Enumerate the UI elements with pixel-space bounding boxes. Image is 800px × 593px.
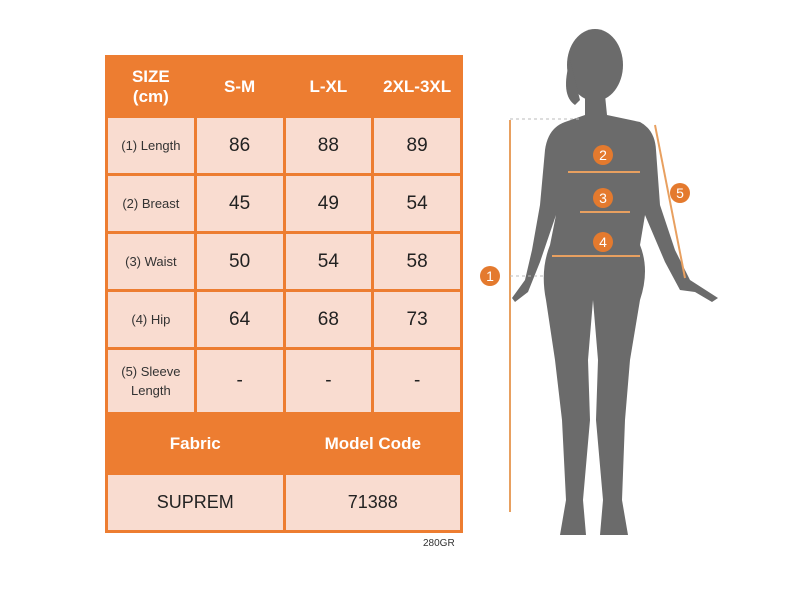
measure-lines xyxy=(509,120,686,512)
table-row: (1) Length 86 88 89 xyxy=(105,115,463,176)
cell: 58 xyxy=(371,231,463,292)
row-label: (4) Hip xyxy=(105,289,197,350)
silhouette xyxy=(512,29,718,535)
table-row: (5) Sleeve Length - - - xyxy=(105,347,463,415)
row-label: (1) Length xyxy=(105,115,197,176)
cell: 73 xyxy=(371,289,463,350)
size-label: SIZE xyxy=(131,66,170,86)
cell: - xyxy=(371,347,463,415)
cell: 49 xyxy=(282,173,375,234)
cell: 89 xyxy=(371,115,463,176)
cell: 88 xyxy=(282,115,375,176)
cell: 45 xyxy=(193,173,286,234)
marker-2: 2 xyxy=(599,147,607,163)
model-code-value: 71388 xyxy=(282,472,463,533)
weight-label: 280GR xyxy=(423,538,455,549)
cell: - xyxy=(282,347,375,415)
sleeve-label: (5) Sleeve Length xyxy=(121,364,181,398)
fabric-row: SUPREM 71388 xyxy=(105,472,463,533)
fabric-header-row: Fabric Model Code xyxy=(105,412,463,475)
header-size: SIZE (cm) xyxy=(105,55,197,118)
marker-circles xyxy=(480,145,690,286)
marker-5: 5 xyxy=(676,185,684,201)
cell: 54 xyxy=(371,173,463,234)
fabric-header: Fabric xyxy=(105,412,286,475)
row-label: (5) Sleeve Length xyxy=(105,347,197,415)
unit-label: (cm) xyxy=(132,86,169,106)
header-row: SIZE (cm) S-M L-XL 2XL-3XL xyxy=(105,55,463,118)
table-row: (4) Hip 64 68 73 xyxy=(105,289,463,350)
table-row: (3) Waist 50 54 58 xyxy=(105,231,463,292)
table-row: (2) Breast 45 49 54 xyxy=(105,173,463,234)
header-col: S-M xyxy=(193,55,286,118)
cell: 50 xyxy=(193,231,286,292)
fabric-value: SUPREM xyxy=(105,472,286,533)
cell: - xyxy=(193,347,286,415)
header-col: L-XL xyxy=(282,55,375,118)
size-chart-table: SIZE (cm) S-M L-XL 2XL-3XL (1) Length 86 … xyxy=(105,55,463,533)
marker-1: 1 xyxy=(486,268,494,284)
marker-4: 4 xyxy=(599,234,607,250)
measurement-figure: 1 2 3 4 5 xyxy=(480,29,718,535)
cell: 68 xyxy=(282,289,375,350)
cell: 86 xyxy=(193,115,286,176)
row-label: (3) Waist xyxy=(105,231,197,292)
cell: 64 xyxy=(193,289,286,350)
marker-3: 3 xyxy=(599,190,607,206)
header-col: 2XL-3XL xyxy=(371,55,463,118)
model-code-header: Model Code xyxy=(282,412,463,475)
cell: 54 xyxy=(282,231,375,292)
row-label: (2) Breast xyxy=(105,173,197,234)
